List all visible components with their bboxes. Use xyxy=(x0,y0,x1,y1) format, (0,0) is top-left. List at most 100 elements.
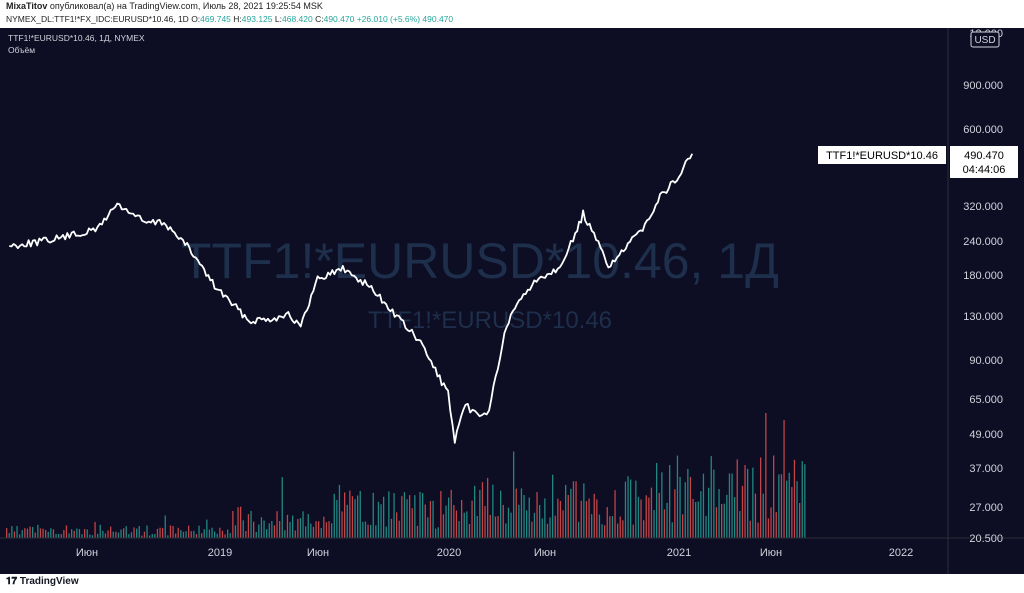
volume-bar xyxy=(643,520,645,538)
volume-bar xyxy=(354,499,356,538)
volume-bar xyxy=(536,492,538,538)
volume-bar xyxy=(575,481,577,538)
volume-bar xyxy=(299,518,302,538)
volume-bar xyxy=(757,522,759,538)
author-name[interactable]: MixaTitov xyxy=(6,1,48,11)
symbol-tag xyxy=(818,146,946,164)
tradingview-logo[interactable]: 𝟏𝟕 TradingView xyxy=(6,576,79,587)
volume-bar xyxy=(705,515,707,538)
volume-bar xyxy=(710,456,712,538)
volume-bars xyxy=(6,413,806,538)
volume-bar xyxy=(333,493,335,538)
volume-bar xyxy=(708,487,710,538)
volume-bar xyxy=(182,531,185,538)
price-tick-label: 320.000 xyxy=(963,201,1003,213)
volume-bar xyxy=(375,525,377,538)
open-value: 469.745 xyxy=(200,14,231,24)
volume-bar xyxy=(94,521,96,538)
volume-bar xyxy=(624,481,627,538)
volume-bar xyxy=(544,498,546,538)
price-line xyxy=(9,153,694,444)
volume-bar xyxy=(242,520,244,538)
volume-bar xyxy=(130,532,133,538)
price-tick-label: 37.000 xyxy=(969,463,1003,475)
volume-bar xyxy=(734,497,736,538)
volume-bar xyxy=(596,499,598,538)
volume-bar xyxy=(323,516,325,538)
volume-bar xyxy=(726,494,728,538)
volume-bar xyxy=(713,469,715,538)
volume-bar xyxy=(37,524,39,538)
watermark-sub: TTF1!*EURUSD*10.46 xyxy=(368,307,612,334)
volume-bar xyxy=(682,514,684,538)
volume-bar xyxy=(494,516,497,538)
volume-bar xyxy=(370,524,372,538)
volume-bar xyxy=(455,510,458,538)
volume-bar xyxy=(523,495,525,538)
volume-bar xyxy=(180,530,182,538)
volume-bar xyxy=(653,510,655,538)
volume-bar xyxy=(614,490,616,538)
high-value: 493.125 xyxy=(241,14,273,24)
volume-bar xyxy=(406,499,408,538)
time-axis[interactable]: Июн 2019 Июн 2020 Июн 2021 Июн 2022 xyxy=(76,547,913,559)
volume-bar xyxy=(123,528,125,538)
volume-bar xyxy=(104,533,107,538)
volume-bar xyxy=(645,495,647,538)
volume-bar xyxy=(76,528,78,538)
price-tick-label: 240.000 xyxy=(963,236,1003,248)
price-tick-label: 20.500 xyxy=(969,533,1003,545)
last-price-value: 490.470 xyxy=(964,150,1004,162)
volume-bar xyxy=(518,504,520,538)
volume-bar xyxy=(65,525,68,538)
time-tick-label: Июн xyxy=(534,547,556,559)
volume-bar xyxy=(676,455,679,538)
volume-bar xyxy=(700,491,702,538)
volume-bar xyxy=(669,465,671,538)
currency-box[interactable] xyxy=(970,31,1000,48)
volume-bar xyxy=(185,531,187,538)
volume-bar xyxy=(689,476,692,538)
volume-bar xyxy=(723,503,725,538)
currency-label[interactable]: USD xyxy=(974,35,995,46)
volume-bar xyxy=(240,506,242,538)
volume-bar xyxy=(99,524,101,538)
volume-bar xyxy=(450,489,452,538)
volume-bar xyxy=(570,488,572,538)
volume-bar xyxy=(762,493,764,538)
volume-bar xyxy=(731,473,733,538)
volume-bar xyxy=(752,467,754,538)
volume-bar xyxy=(42,528,44,538)
volume-bar xyxy=(312,526,315,538)
volume-bar xyxy=(770,507,772,538)
high-label: H: xyxy=(233,14,242,24)
volume-bar xyxy=(531,521,533,538)
volume-bar xyxy=(619,516,621,538)
volume-bar xyxy=(526,510,528,538)
volume-bar xyxy=(286,514,289,538)
time-tick-label: Июн xyxy=(760,547,782,559)
volume-bar xyxy=(284,530,286,538)
volume-bar xyxy=(234,525,237,538)
volume-bar xyxy=(6,528,8,538)
volume-bar xyxy=(266,529,268,538)
volume-bar xyxy=(435,528,437,538)
brand-name: TradingView xyxy=(19,576,79,587)
symbol-tag-text: TTF1!*EURUSD*10.46 xyxy=(826,150,938,162)
price-chart[interactable]: TTF1!*EURUSD*10.46, 1Д TTF1!*EURUSD*10.4… xyxy=(0,28,1024,574)
volume-bar xyxy=(364,521,367,538)
volume-bar xyxy=(219,527,221,538)
volume-bar xyxy=(58,533,60,538)
volume-bar xyxy=(739,511,741,538)
symbol-text: NYMEX_DL:TTF1!*FX_IDC:EURUSD*10.46, 1D xyxy=(6,14,189,24)
volume-bar xyxy=(276,511,278,538)
volume-bar xyxy=(773,455,775,538)
symbol-ohlc-line: NYMEX_DL:TTF1!*FX_IDC:EURUSD*10.46, 1D О… xyxy=(6,14,453,24)
volume-bar xyxy=(801,461,803,538)
price-tick-label: 900.000 xyxy=(963,80,1003,92)
chart-area[interactable]: TTF1!*EURUSD*10.46, 1Д TTF1!*EURUSD*10.4… xyxy=(0,28,1024,574)
price-axis[interactable]: 13.000900.000600.000320.000240.000180.00… xyxy=(963,28,1003,545)
volume-bar xyxy=(188,525,190,538)
volume-bar xyxy=(767,518,770,538)
plot-background[interactable] xyxy=(0,28,948,538)
